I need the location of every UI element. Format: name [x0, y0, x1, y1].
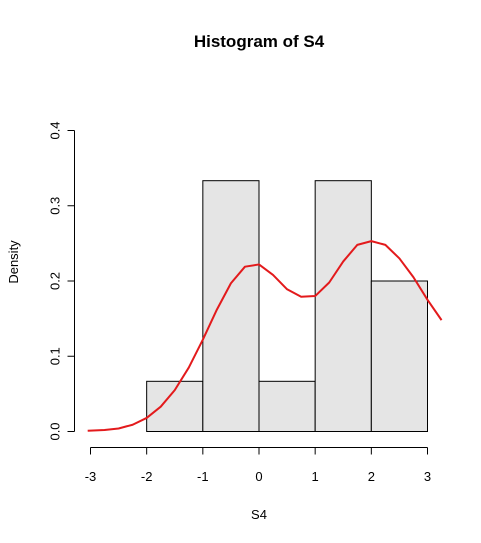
x-tick-label: -3 — [85, 469, 97, 484]
chart-title: Histogram of S4 — [194, 32, 325, 51]
histogram-bar — [258, 380, 316, 433]
y-tick-label: 0.4 — [48, 121, 63, 139]
x-tick-label: 2 — [368, 469, 375, 484]
y-tick-label: 0.0 — [48, 422, 63, 440]
y-tick-label: 0.3 — [48, 197, 63, 215]
x-tick-label: 1 — [312, 469, 319, 484]
histogram-bar — [314, 180, 372, 432]
histogram-bar — [202, 180, 260, 432]
y-tick-label: 0.1 — [48, 347, 63, 365]
x-axis: -3 -2 -1 0 1 2 3 — [85, 447, 431, 484]
y-tick-label: 0.2 — [48, 272, 63, 290]
y-axis: 0.0 0.1 0.2 0.3 0.4 — [48, 121, 75, 441]
density-curve — [87, 240, 443, 432]
histogram-bars — [146, 180, 429, 433]
y-axis-label: Density — [6, 240, 21, 284]
x-tick-label: -2 — [141, 469, 153, 484]
x-tick-label: 3 — [424, 469, 431, 484]
x-tick-label: 0 — [255, 469, 262, 484]
histogram-bar — [370, 280, 429, 432]
x-tick-label: -1 — [197, 469, 209, 484]
x-axis-label: S4 — [251, 507, 267, 522]
